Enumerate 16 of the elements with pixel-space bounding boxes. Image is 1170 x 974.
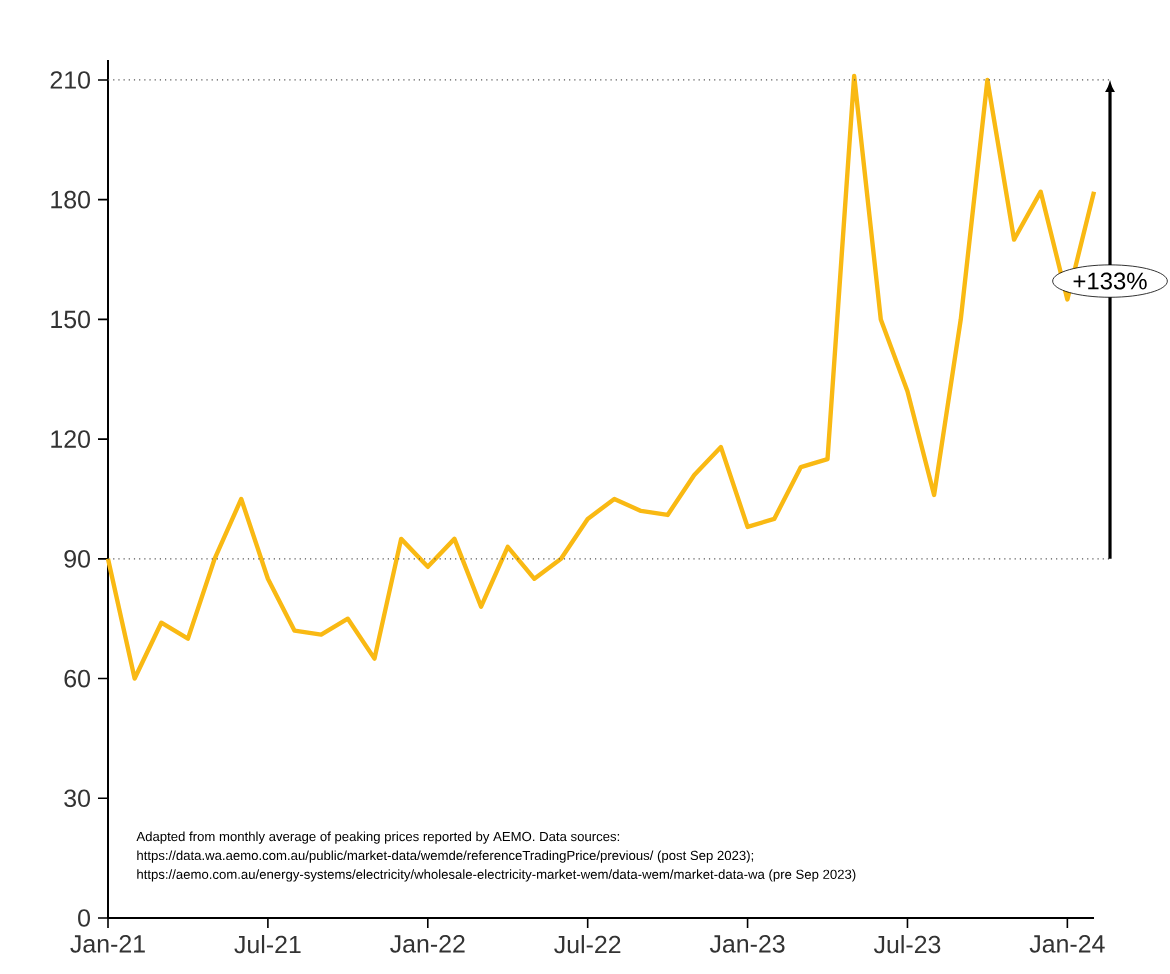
y-tick-label: 90	[64, 550, 90, 568]
x-tick-label: Jul-21	[234, 935, 301, 954]
annotation: +133%	[1073, 272, 1147, 290]
x-tick-label: Jan-22	[390, 935, 465, 953]
y-tick-label: 30	[64, 789, 90, 808]
y-tick-label: 210	[50, 71, 90, 89]
y-tick-label: 0	[78, 909, 90, 927]
y-tick-label: 150	[51, 310, 90, 329]
x-tick-label: Jul-23	[873, 935, 941, 954]
x-tick-label: Jan-24	[1029, 935, 1105, 953]
x-tick-label: Jul-22	[554, 935, 621, 954]
y-tick-label: 60	[64, 669, 90, 688]
y-tick-label: 180	[51, 190, 90, 209]
x-tick-label: Jan-21	[70, 935, 145, 953]
x-tick-label: Jan-23	[709, 935, 785, 953]
y-tick-label: 120	[51, 430, 90, 448]
